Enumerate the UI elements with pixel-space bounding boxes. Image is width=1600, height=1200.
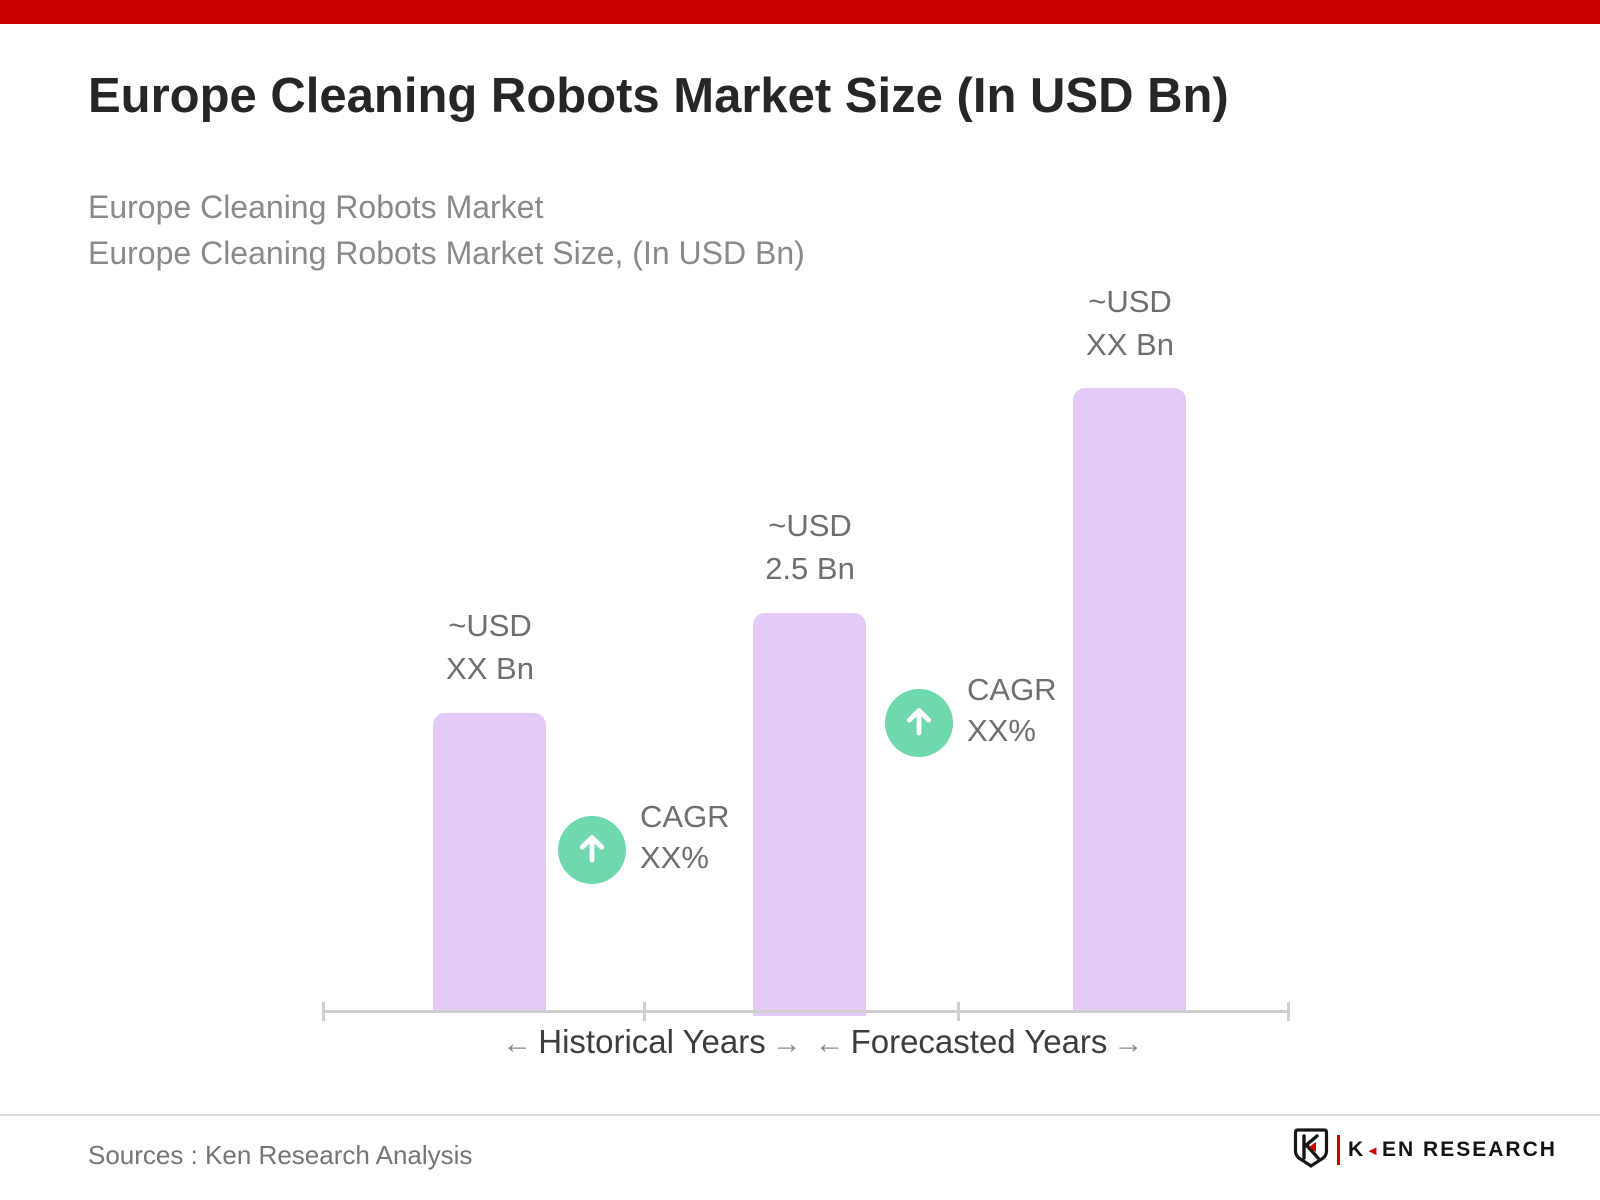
bar3-label-line2: XX Bn: [1086, 327, 1174, 362]
bar-value-label: ~USD XX Bn: [380, 604, 600, 690]
axis-tick: [1287, 1002, 1290, 1021]
logo-arrow-icon: ◄: [1366, 1142, 1382, 1158]
arrow-left-icon: ←: [502, 1027, 533, 1060]
footer-divider: [0, 1114, 1600, 1116]
logo-letter-k: K: [1348, 1138, 1366, 1161]
cagr2-line2: XX%: [967, 713, 1036, 748]
bar1-label-line2: XX Bn: [446, 651, 534, 686]
bar2-label-line1: ~USD: [768, 508, 852, 543]
cagr-badge: [558, 816, 626, 884]
cagr-label: CAGR XX%: [640, 796, 730, 878]
axis-group-label-text: Historical Years: [538, 1023, 766, 1060]
cagr1-line1: CAGR: [640, 799, 730, 834]
arrow-up-icon: [901, 703, 937, 744]
x-axis-line: [322, 1010, 1290, 1013]
bar-value-label: ~USD 2.5 Bn: [700, 504, 920, 590]
arrow-left-icon: ←: [814, 1027, 845, 1060]
sources-note: Sources : Ken Research Analysis: [88, 1140, 473, 1170]
bar2-label-line2: 2.5 Bn: [765, 551, 855, 586]
bar-historical-end: [753, 613, 866, 1016]
bar3-label-line1: ~USD: [1088, 284, 1172, 319]
axis-group-forecasted: ← Forecasted Years →: [769, 1023, 1189, 1061]
logo-wordmark: K ◄ EN RESEARCH: [1348, 1138, 1557, 1162]
subtitle-line-1: Europe Cleaning Robots Market: [88, 189, 544, 225]
bar-historical: [433, 713, 546, 1011]
cagr2-line1: CAGR: [967, 672, 1057, 707]
page-title: Europe Cleaning Robots Market Size (In U…: [88, 69, 1229, 123]
cagr-badge: [885, 689, 953, 757]
bar-forecast: [1073, 388, 1186, 1011]
shield-k-icon: [1293, 1127, 1329, 1173]
logo-word-rest: EN RESEARCH: [1382, 1138, 1557, 1161]
subtitle-line-2: Europe Cleaning Robots Market Size, (In …: [88, 235, 805, 271]
chart-subtitle: Europe Cleaning Robots Market Europe Cle…: [88, 184, 805, 276]
axis-group-label-text: Forecasted Years: [850, 1023, 1108, 1060]
arrow-right-icon: →: [1113, 1027, 1144, 1060]
arrow-right-icon: →: [771, 1027, 802, 1060]
cagr1-line2: XX%: [640, 840, 709, 875]
logo-divider: [1337, 1135, 1340, 1165]
cagr-label: CAGR XX%: [967, 669, 1057, 751]
top-accent-bar: [0, 0, 1600, 24]
axis-tick: [322, 1002, 325, 1021]
axis-group-historical: ← Historical Years →: [442, 1023, 862, 1061]
bar1-label-line1: ~USD: [448, 608, 532, 643]
bar-value-label: ~USD XX Bn: [1020, 280, 1240, 366]
ken-research-logo: K ◄ EN RESEARCH: [1293, 1127, 1557, 1173]
axis-tick: [957, 1002, 960, 1021]
axis-tick: [643, 1002, 646, 1021]
arrow-up-icon: [574, 830, 610, 871]
